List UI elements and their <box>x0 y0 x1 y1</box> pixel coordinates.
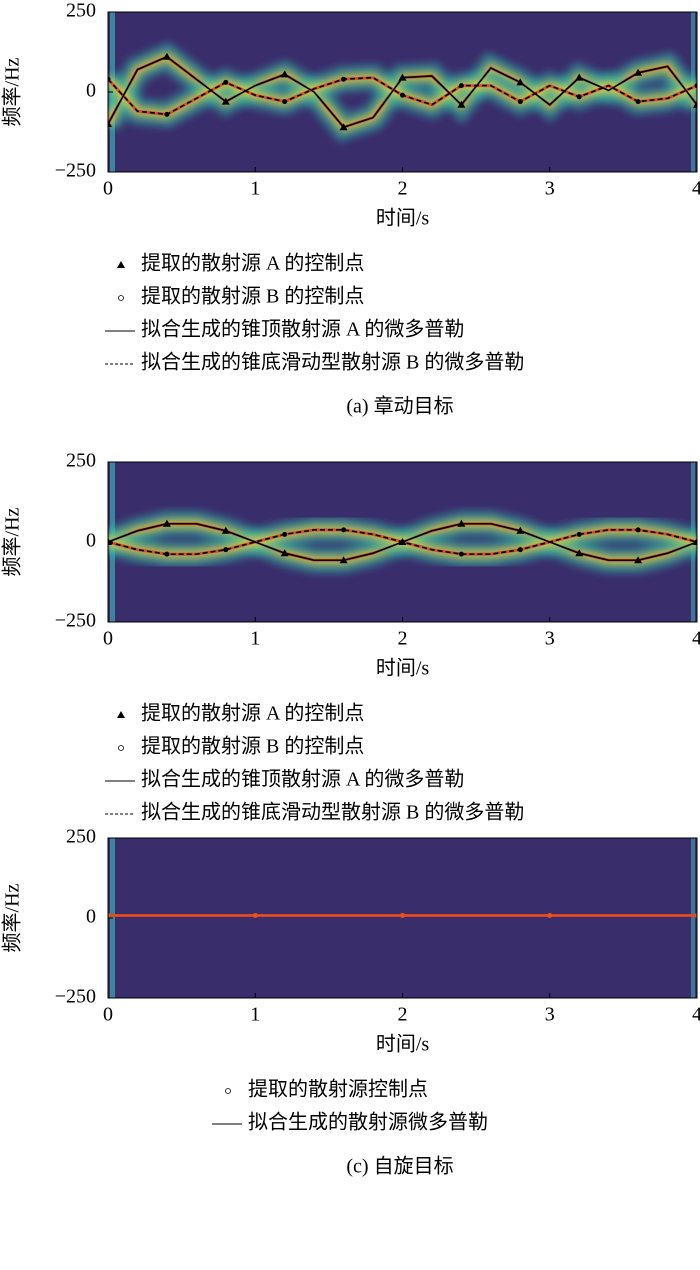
x-tick-label: 1 <box>250 178 260 200</box>
x-tick-label: 2 <box>398 1004 408 1026</box>
plot-area <box>108 510 697 574</box>
control-point <box>341 527 347 533</box>
y-tick-label: 0 <box>86 906 96 928</box>
y-tick-label: 250 <box>66 450 96 472</box>
fit-curve <box>108 529 697 555</box>
y-axis-label: 频率/Hz <box>1 883 24 952</box>
plot-area <box>108 41 697 143</box>
legend-label: 提取的散射源 B 的控制点 <box>141 285 364 308</box>
y-axis-label: 频率/Hz <box>1 507 24 576</box>
x-tick-label: 4 <box>692 1004 700 1026</box>
legend-label: 提取的散射源 A 的控制点 <box>141 702 364 725</box>
panel: −250 0 250 0 1 2 3 4 时间/s 频率/Hz 提取的散射源控制点拟合生成的散射源微… <box>1 826 700 1178</box>
x-tick-label: 2 <box>398 178 408 200</box>
y-tick-label: −250 <box>55 160 96 182</box>
caption: (a) 章动目标 <box>346 395 453 418</box>
legend-marker <box>117 261 125 268</box>
legend-label: 提取的散射源控制点 <box>248 1078 428 1101</box>
legend-label: 拟合生成的锥底滑动型散射源 B 的微多普勒 <box>141 801 524 824</box>
legend-marker <box>117 711 125 718</box>
y-tick-label: 250 <box>66 0 96 22</box>
y-tick-label: 250 <box>66 826 96 848</box>
control-point <box>223 547 229 553</box>
legend-marker <box>225 1088 231 1094</box>
y-tick-label: 0 <box>86 530 96 552</box>
x-axis-label: 时间/s <box>376 207 430 230</box>
legend-label: 拟合生成的锥顶散射源 A 的微多普勒 <box>141 768 464 791</box>
x-tick-label: 3 <box>545 178 555 200</box>
y-tick-label: −250 <box>55 610 96 632</box>
y-tick-label: −250 <box>55 986 96 1008</box>
x-tick-label: 4 <box>692 628 700 650</box>
panel: −250 0 250 0 1 2 3 4 时间/s 频率/Hz 提取的散射源 A 的控制点提取的散射… <box>1 0 700 418</box>
legend-label: 拟合生成的锥底滑动型散射源 B 的微多普勒 <box>141 351 524 374</box>
legend-label: 拟合生成的散射源微多普勒 <box>248 1111 488 1134</box>
x-tick-label: 4 <box>692 178 700 200</box>
panel: −250 0 250 0 1 2 3 4 时间/s 频率/Hz 提取的散射源 A 的控制点提取的散射… <box>1 450 700 868</box>
x-tick-label: 2 <box>398 628 408 650</box>
legend-label: 提取的散射源 A 的控制点 <box>141 252 364 275</box>
x-axis-label: 时间/s <box>376 657 430 680</box>
x-tick-label: 3 <box>545 628 555 650</box>
y-axis-label: 频率/Hz <box>1 57 24 126</box>
x-tick-label: 0 <box>103 178 113 200</box>
fit-curve <box>108 76 697 116</box>
legend-label: 提取的散射源 B 的控制点 <box>141 735 364 758</box>
x-tick-label: 1 <box>250 1004 260 1026</box>
plot-area <box>108 902 697 929</box>
caption: (c) 自旋目标 <box>346 1155 453 1178</box>
legend-marker <box>118 295 124 301</box>
x-tick-label: 0 <box>103 1004 113 1026</box>
x-tick-label: 1 <box>250 628 260 650</box>
legend-marker <box>118 745 124 751</box>
legend-label: 拟合生成的锥顶散射源 A 的微多普勒 <box>141 318 464 341</box>
fit-curve <box>108 55 697 129</box>
x-tick-label: 0 <box>103 628 113 650</box>
x-axis-label: 时间/s <box>376 1033 430 1056</box>
y-tick-label: 0 <box>86 80 96 102</box>
x-tick-label: 3 <box>545 1004 555 1026</box>
